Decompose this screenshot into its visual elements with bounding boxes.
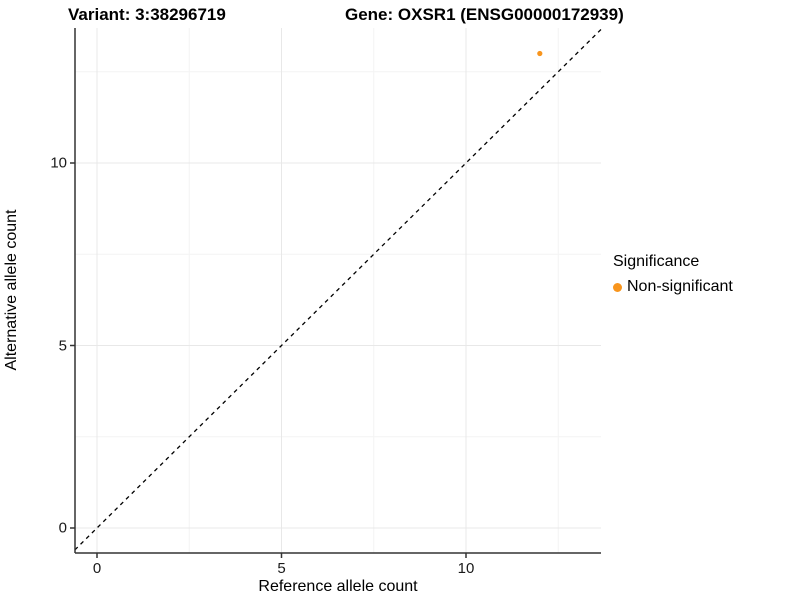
legend-point-icon — [613, 282, 622, 292]
x-tick-label: 10 — [457, 560, 475, 577]
plot-title-gene: Gene: OXSR1 (ENSG00000172939) — [345, 5, 624, 24]
y-tick-label: 10 — [50, 154, 67, 172]
legend-entry: Non-significant — [613, 278, 733, 296]
data-point — [537, 50, 543, 57]
plot-title-variant: Variant: 3:38296719 — [68, 5, 226, 24]
x-axis-title: Reference allele count — [258, 578, 418, 595]
legend: Significance Non-significant — [613, 253, 733, 296]
x-tick-label: 5 — [277, 560, 286, 577]
y-tick-label: 0 — [58, 519, 67, 537]
x-tick-label: 0 — [92, 560, 102, 577]
y-tick-label: 5 — [58, 337, 67, 354]
y-axis-title: Alternative allele count — [3, 209, 20, 371]
legend-entry-label: Non-significant — [627, 278, 733, 295]
legend-title: Significance — [613, 253, 700, 270]
identity-line — [74, 28, 602, 551]
